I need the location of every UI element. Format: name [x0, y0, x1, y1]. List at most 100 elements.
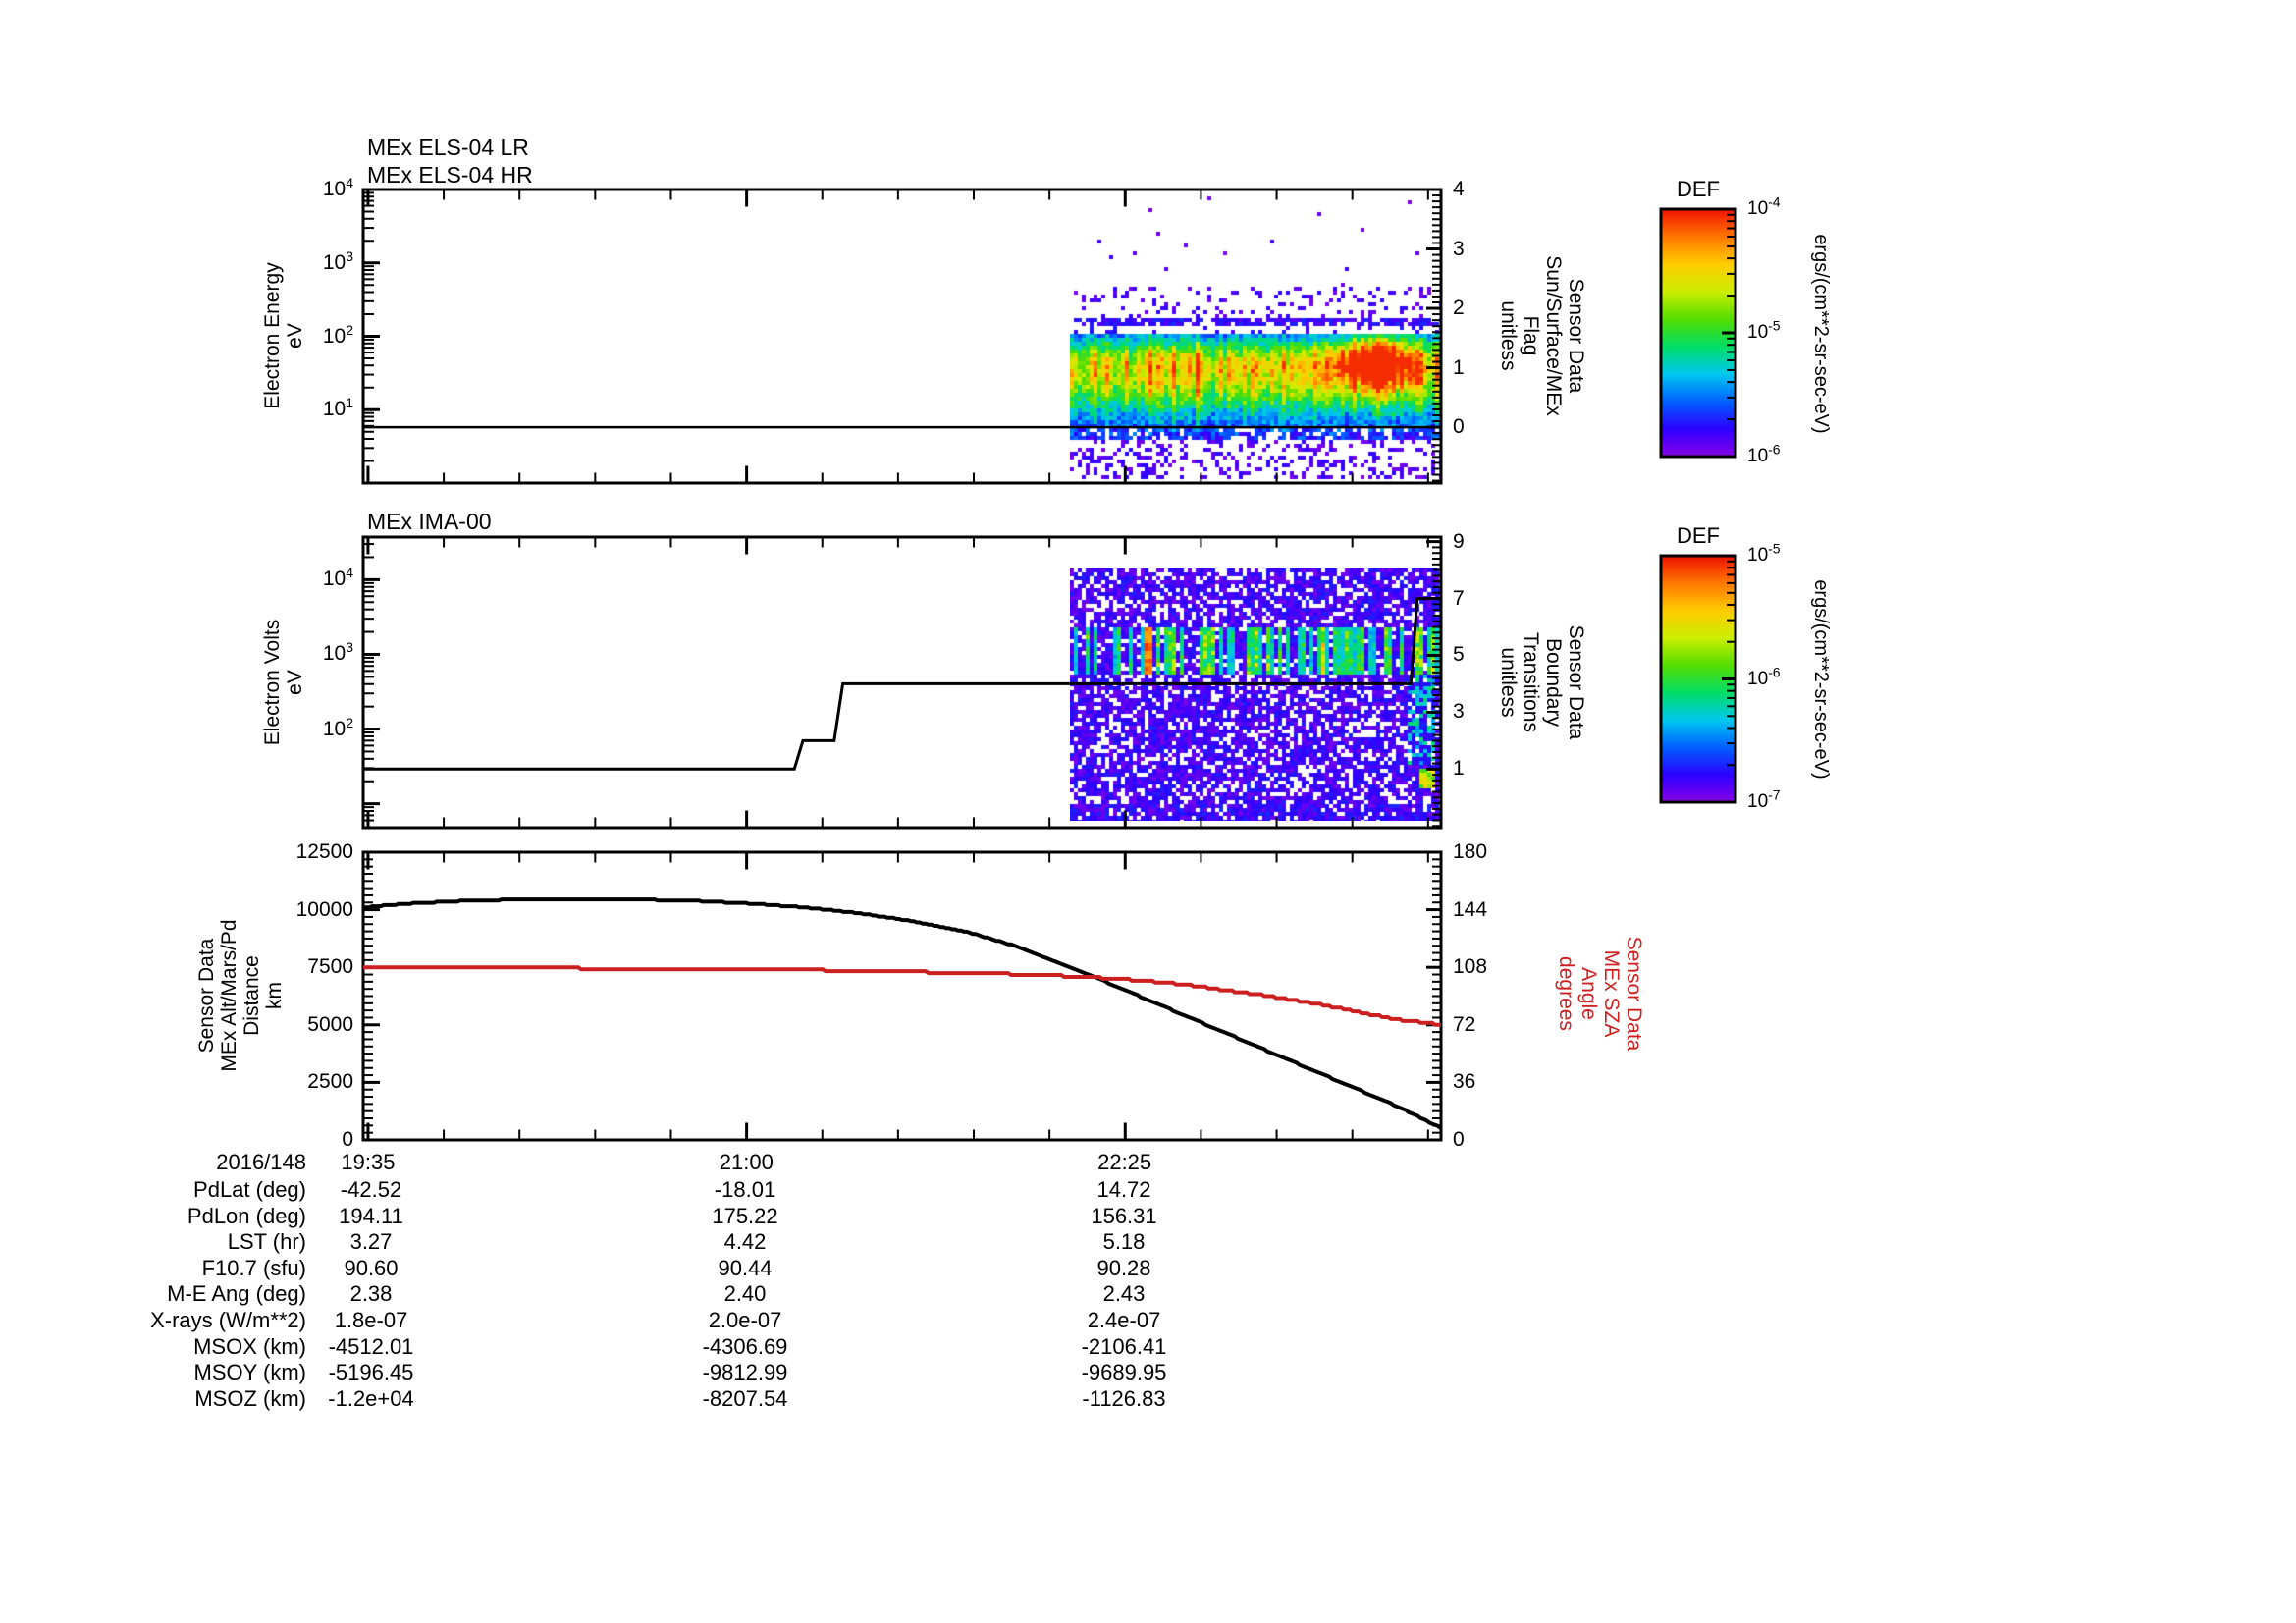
aux-y-axis-title-line3: Distance: [240, 955, 263, 1036]
aux-right-tick-label: 36: [1453, 1070, 1476, 1094]
aux-ytick-label: 10000: [295, 897, 353, 921]
ima-colorbar-tick-label: 10-7: [1747, 786, 1781, 812]
els-right-tick-label: 4: [1453, 178, 1465, 200]
aux-y-axis-unit: km: [263, 982, 286, 1009]
table-cell-value: -42.52: [340, 1177, 402, 1202]
table-row-label: LST (hr): [227, 1229, 306, 1255]
ima-right-title-line1: Sensor Data: [1565, 624, 1587, 740]
table-cell-value: -18.01: [714, 1177, 776, 1202]
table-cell-value: 90.28: [1096, 1255, 1151, 1280]
table-cell-value: 175.22: [712, 1203, 778, 1228]
ima-right-tick-label: 7: [1453, 586, 1465, 610]
ima-right-title-line4: unitless: [1497, 647, 1520, 718]
aux-right-tick-label: 180: [1453, 840, 1488, 863]
table-cell-value: 14.72: [1096, 1177, 1151, 1202]
ima-right-tick-label: 1: [1453, 757, 1465, 781]
els-right-tick-label: 2: [1453, 297, 1465, 320]
aux-ytick-label: 7500: [307, 955, 353, 979]
time-axis-label: 22:25: [1097, 1150, 1152, 1174]
els-ytick-label: 102: [322, 321, 353, 348]
aux-right-axis-title: Sensor Data MEx SZA Angle degrees: [1555, 787, 1645, 1200]
ima-colorbar-units-text: ergs/(cm**2-sr-sec-eV): [1810, 579, 1833, 780]
table-cell-value: 2.40: [723, 1281, 767, 1307]
ima-right-title-line3: Transitions: [1520, 632, 1542, 732]
ima-right-tick-label: 3: [1453, 700, 1465, 724]
table-cell-value: 90.60: [344, 1255, 399, 1280]
els-right-tick-label: 3: [1453, 237, 1465, 260]
ima-ytick-label: 103: [322, 639, 353, 666]
table-cell-value: 2.38: [349, 1281, 393, 1307]
aux-ytick-label: 12500: [295, 840, 353, 863]
aux-right-tick-label: 144: [1453, 897, 1488, 921]
aux-ytick-label: 2500: [307, 1070, 353, 1094]
table-row-label: X-rays (W/m**2): [150, 1308, 306, 1332]
table-cell-value: 2.4e-07: [1087, 1308, 1161, 1332]
table-cell-value: 4.42: [723, 1229, 767, 1255]
time-axis-label: 21:00: [719, 1150, 774, 1174]
els-colorbar-title: DEF: [1677, 177, 1720, 201]
ima-right-tick-label: 5: [1453, 643, 1465, 667]
table-cell-value: -4512.01: [328, 1333, 414, 1359]
aux-right-tick-label: 0: [1453, 1128, 1465, 1151]
date-label: 2016/148: [216, 1150, 306, 1174]
ima-colorbar-units: ergs/(cm**2-sr-sec-eV): [1809, 405, 1833, 954]
table-cell-value: 156.31: [1091, 1203, 1157, 1228]
els-colorbar-tick-label: 10-5: [1747, 317, 1781, 343]
els-spectrogram: [1070, 192, 1441, 480]
aux-right-tick-label: 72: [1453, 1012, 1476, 1036]
ima-colorbar-tick-label: 10-6: [1747, 664, 1781, 689]
ima-title: MEx IMA-00: [367, 509, 492, 534]
aux-right-title-line1: Sensor Data: [1623, 936, 1645, 1052]
table-row-label: MSOZ (km): [194, 1385, 306, 1411]
ima-ytick-label: 104: [322, 565, 353, 591]
table-cell-value: -4306.69: [702, 1333, 788, 1359]
aux-y-axis-title-line1: Sensor Data: [195, 938, 218, 1054]
els-title-line1: MEx ELS-04 LR: [367, 135, 529, 160]
table-row-label: PdLon (deg): [187, 1203, 306, 1228]
table-cell-value: 2.0e-07: [708, 1308, 782, 1332]
table-cell-value: -9812.99: [702, 1360, 788, 1385]
table-cell-value: 5.18: [1102, 1229, 1146, 1255]
ima-ytick-label: 102: [322, 714, 353, 740]
els-right-title-line3: Flag: [1520, 315, 1542, 356]
els-right-title-line1: Sensor Data: [1565, 278, 1587, 394]
time-axis-label: 19:35: [341, 1150, 396, 1174]
els-title-line2: MEx ELS-04 HR: [367, 162, 533, 188]
ima-right-tick-label: 9: [1453, 529, 1465, 553]
els-right-title-line4: unitless: [1497, 300, 1520, 371]
table-row-label: MSOX (km): [193, 1333, 306, 1359]
els-ytick-label: 104: [322, 175, 353, 200]
table-cell-value: -8207.54: [702, 1385, 788, 1411]
table-row-label: PdLat (deg): [193, 1177, 306, 1202]
table-row-label: M-E Ang (deg): [167, 1281, 306, 1307]
table-cell-value: -1.2e+04: [328, 1385, 414, 1411]
ima-right-title-line2: Boundary: [1542, 638, 1565, 727]
table-cell-value: 194.11: [339, 1203, 403, 1228]
table-row-label: MSOY (km): [193, 1360, 306, 1385]
ima-spectrogram: [1070, 568, 1441, 821]
table-cell-value: 90.44: [718, 1255, 773, 1280]
els-ytick-label: 103: [322, 247, 353, 274]
els-colorbar-tick-label: 10-4: [1747, 193, 1781, 219]
aux-ytick-label: 0: [342, 1128, 353, 1151]
els-ytick-label: 101: [322, 395, 353, 421]
ima-colorbar-tick-label: 10-5: [1747, 540, 1781, 566]
ima-y-axis-unit: eV: [284, 670, 306, 695]
ima-colorbar-title: DEF: [1677, 523, 1720, 548]
aux-right-title-line2: MEx SZA: [1600, 949, 1623, 1038]
table-cell-value: 2.43: [1102, 1281, 1146, 1307]
table-cell-value: 1.8e-07: [334, 1308, 408, 1332]
table-cell-value: -2106.41: [1081, 1333, 1167, 1359]
aux-ytick-label: 5000: [307, 1012, 353, 1036]
table-cell-value: -9689.95: [1081, 1360, 1167, 1385]
table-cell-value: -5196.45: [328, 1360, 414, 1385]
aux-right-title-line4: degrees: [1555, 956, 1577, 1031]
table-row-label: F10.7 (sfu): [201, 1255, 306, 1280]
table-cell-value: -1126.83: [1082, 1385, 1166, 1411]
els-right-tick-label: 1: [1453, 355, 1465, 379]
table-cell-value: 3.27: [349, 1229, 393, 1255]
aux-right-tick-label: 108: [1453, 955, 1488, 979]
aux-y-axis-title-line2: MEx Alt/Mars/Pd: [218, 919, 240, 1072]
